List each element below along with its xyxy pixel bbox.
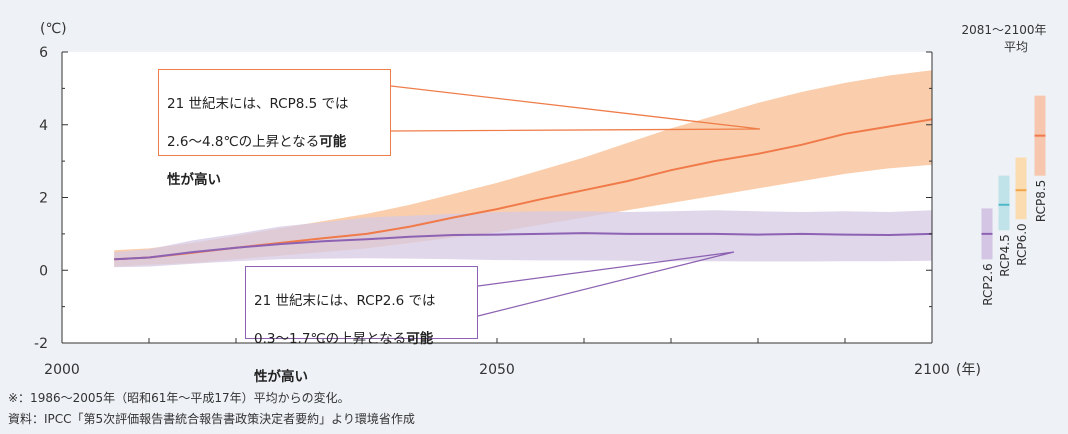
y-tick-label: 4 [39,118,48,134]
range-bar-label-rcp26: RCP2.6 [981,263,995,305]
x-unit-label: (年) [956,362,981,378]
y-tick-label: 6 [39,45,48,61]
x-tick-label: 2000 [44,362,80,378]
end-period-title-line2: 平均 [1004,40,1028,54]
callout-rcp26-leader [477,251,735,317]
footnote-source: 資料：IPCC「第5次評価報告書統合報告書政策決定者要約」より環境省作成 [8,412,415,426]
callout-rcp26-line2: 0.3～1.7℃の上昇となる [254,331,407,347]
footnote-change-basis: ※：1986～2005年（昭和61年～平成17年）平均からの変化。 [8,391,350,405]
mean-line-rcp26 [114,232,933,261]
x-tick-label: 2050 [479,362,515,378]
callout-rcp85-line3: 性が高い [167,172,221,188]
callout-rcp85-line2-bold: 可能 [319,134,347,150]
y-tick-label: 2 [39,191,48,207]
callout-rcp85: 21 世紀末には、RCP8.5 では 2.6～4.8℃の上昇となる可能 性が高い [158,69,391,188]
callout-rcp26-line2-bold: 可能 [406,331,434,347]
y-unit-label: (℃) [40,21,67,37]
callout-rcp85-leader [390,85,761,132]
range-bar-rcp60 [1015,157,1027,220]
callout-rcp26-line3: 性が高い [254,369,308,385]
range-bar-label-rcp45: RCP4.5 [998,234,1012,276]
y-tick-label: -2 [34,336,48,352]
range-bar-label-rcp60: RCP6.0 [1015,223,1029,265]
x-tick-label: 2100 [914,362,950,378]
y-tick-label: 0 [39,263,48,279]
callout-rcp26: 21 世紀末には、RCP2.6 では 0.3～1.7℃の上昇となる可能 性が高い [245,266,478,385]
end-period-title-line1: 2081～2100年 [961,23,1046,37]
uncertainty-band-rcp85 [114,70,932,267]
range-bar-rcp45 [998,175,1010,231]
callout-rcp85-line1: 21 世紀末には、RCP8.5 では [167,96,349,112]
callout-rcp85-line2: 2.6～4.8℃の上昇となる [167,134,320,150]
range-bar-label-rcp85: RCP8.5 [1034,180,1048,222]
callout-rcp26-line1: 21 世紀末には、RCP2.6 では [254,293,436,309]
